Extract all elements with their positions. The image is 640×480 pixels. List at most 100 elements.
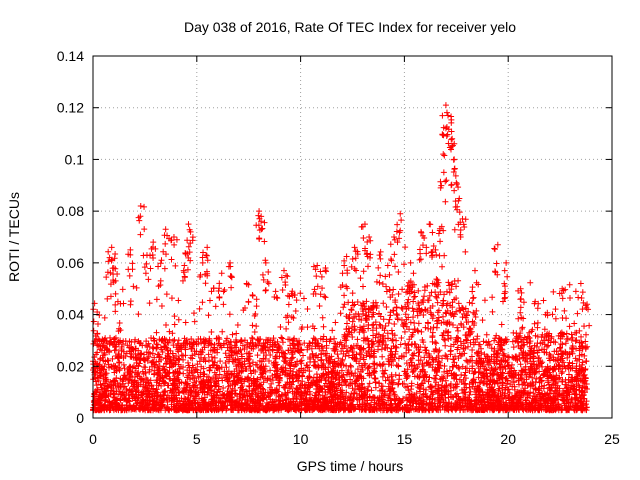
roti-point [122,338,129,345]
roti-point [403,375,410,382]
roti-point [519,324,526,331]
roti-point [422,324,429,331]
roti-point [107,402,114,409]
roti-point [213,365,220,372]
roti-point [244,388,251,395]
roti-point [453,383,460,390]
roti-point [348,406,355,413]
roti-point [105,357,112,364]
roti-point [409,351,416,358]
roti-point [262,368,269,375]
roti-point [492,397,499,404]
roti-point [429,303,436,310]
roti-point [269,372,276,379]
roti-point [535,355,542,362]
roti-point [376,310,383,317]
roti-point [443,353,450,360]
roti-point [446,289,453,296]
roti-point [449,363,456,370]
roti-point [168,295,175,302]
roti-point [165,382,172,389]
roti-point [538,377,545,384]
roti-point [395,407,402,414]
roti-point [259,369,266,376]
roti-point [545,377,552,384]
roti-point [496,407,503,414]
roti-point [438,393,445,400]
roti-point [463,384,470,391]
roti-point [115,364,122,371]
roti-point [521,379,528,386]
roti-point [191,348,198,355]
roti-point [253,296,260,303]
roti-point [251,312,258,319]
roti-point [489,384,496,391]
roti-point [526,340,533,347]
roti-point [498,321,505,328]
roti-point [276,382,283,389]
roti-point [143,342,150,349]
roti-point [125,368,132,375]
roti-point [99,336,106,343]
roti-point [269,377,276,384]
roti-point [307,355,314,362]
roti-point [424,297,431,304]
roti-point [393,344,400,351]
roti-point [386,316,393,323]
roti-point [479,317,486,324]
roti-point [340,350,347,357]
roti-point [434,309,441,316]
roti-point [251,404,258,411]
roti-point [323,345,330,352]
roti-point [166,375,173,382]
roti-point [389,336,396,343]
roti-point [404,373,411,380]
roti-point [208,354,215,361]
roti-point [231,349,238,356]
roti-point [411,320,418,327]
roti-point [153,396,160,403]
roti-point [279,397,286,404]
roti-point [184,367,191,374]
roti-point [434,317,441,324]
roti-point [495,385,502,392]
roti-point [466,381,473,388]
roti-point [490,351,497,358]
roti-point [364,370,371,377]
roti-point [394,312,401,319]
roti-point [494,393,501,400]
roti-point [519,325,526,332]
roti-point [382,377,389,384]
roti-point [387,294,394,301]
roti-point [456,365,463,372]
roti-point [224,344,231,351]
roti-point [467,388,474,395]
roti-point [372,405,379,412]
roti-point [200,365,207,372]
roti-point [208,288,215,295]
roti-point [137,357,144,364]
roti-point [527,406,534,413]
roti-point [219,328,226,335]
roti-point [429,402,436,409]
roti-point [434,299,441,306]
roti-point [350,372,357,379]
roti-point [230,354,237,361]
roti-point [245,375,252,382]
roti-point [185,359,192,366]
roti-point [196,305,203,312]
roti-point [562,349,569,356]
roti-point [268,403,275,410]
roti-point [425,406,432,413]
roti-point [404,366,411,373]
roti-point [164,398,171,405]
roti-point [217,399,224,406]
roti-point [272,288,279,295]
roti-point [462,365,469,372]
roti-point [234,355,241,362]
roti-point [504,386,511,393]
roti-point [525,366,532,373]
roti-point [395,381,402,388]
roti-point [582,377,589,384]
roti-point [238,337,245,344]
